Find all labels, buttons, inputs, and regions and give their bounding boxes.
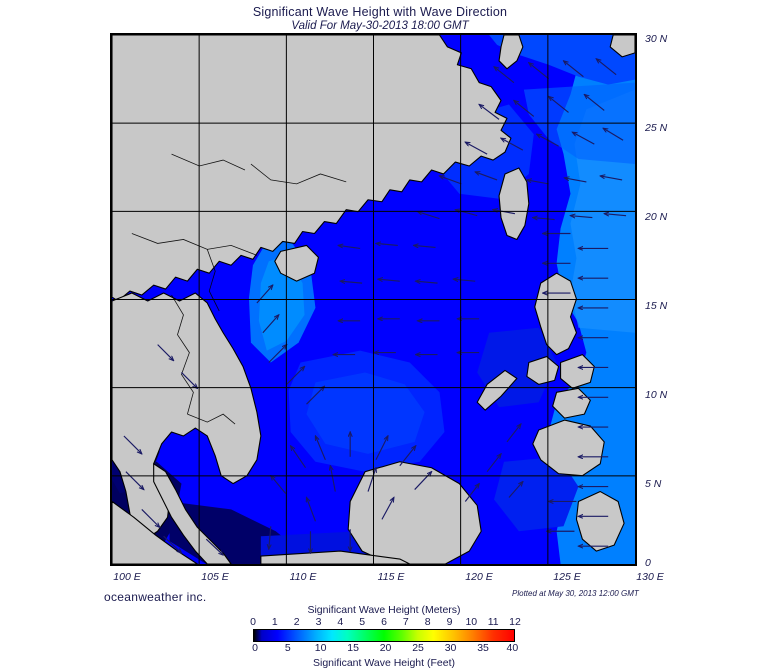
cb-ft-tick-5: 5 xyxy=(284,642,291,654)
hainan-landmass xyxy=(274,244,319,282)
title-block: Significant Wave Height with Wave Direct… xyxy=(0,5,760,33)
x-axis-label-100e: 100 E xyxy=(113,571,141,583)
east-china-sea-region xyxy=(489,35,635,85)
x-axis-label-110e: 110 E xyxy=(289,571,317,583)
borneo-landmass xyxy=(347,461,482,564)
cb-ft-tick-25: 25 xyxy=(412,642,424,654)
scs-core-region xyxy=(306,372,425,454)
wave-direction-arrows xyxy=(123,59,627,555)
grid-lines xyxy=(112,35,635,564)
cb-m-tick-5: 5 xyxy=(359,616,366,628)
cb-m-tick-12: 12 xyxy=(509,616,521,628)
cb-ft-tick-20: 20 xyxy=(379,642,392,654)
x-axis-label-120e: 120 E xyxy=(465,571,493,583)
cb-m-tick-1: 1 xyxy=(271,616,278,628)
x-axis-label-105e: 105 E xyxy=(201,571,229,583)
y-axis-label-25n: 25 N xyxy=(645,122,668,134)
y-axis-label-10n: 10 N xyxy=(645,389,668,401)
cb-ft-tick-40: 40 xyxy=(506,642,519,654)
malay-peninsula-landmass xyxy=(153,463,232,564)
cb-ft-tick-30: 30 xyxy=(444,642,457,654)
cb-m-tick-11: 11 xyxy=(487,616,499,628)
sulawesi-landmass xyxy=(575,491,625,552)
provider-credit: oceanweather inc. xyxy=(104,590,207,604)
cb-ft-tick-15: 15 xyxy=(347,642,359,654)
mindanao-landmass xyxy=(532,419,605,477)
korea-landmass xyxy=(498,35,524,70)
colorbar-ticks-meters: 0 1 2 3 4 5 6 7 8 9 10 11 12 xyxy=(250,616,521,629)
cb-m-tick-10: 10 xyxy=(465,616,478,628)
kyushu-landmass xyxy=(609,35,635,58)
cb-m-tick-7: 7 xyxy=(402,616,409,628)
cb-m-tick-8: 8 xyxy=(424,616,431,628)
cb-m-tick-2: 2 xyxy=(293,616,300,628)
map-plot-area xyxy=(110,33,637,566)
mindoro-landmass xyxy=(526,356,560,385)
cb-m-tick-4: 4 xyxy=(337,616,344,628)
y-axis-label-0: 0 xyxy=(645,557,651,569)
cb-ft-tick-10: 10 xyxy=(314,642,327,654)
cb-m-tick-3: 3 xyxy=(315,616,322,628)
cb-m-tick-0: 0 xyxy=(250,616,256,628)
cb-ft-tick-0: 0 xyxy=(252,642,259,654)
java-landmass xyxy=(260,550,411,564)
y-axis-label-15n: 15 N xyxy=(645,300,668,312)
y-axis-label-5n: 5 N xyxy=(645,478,662,490)
colorbar-title-feet: Significant Wave Height (Feet) xyxy=(312,657,455,669)
x-axis-label-125e: 125 E xyxy=(553,571,581,583)
colorbar-title-meters: Significant Wave Height (Meters) xyxy=(307,604,461,616)
map-svg xyxy=(112,35,635,564)
x-axis-label-130e: 130 E xyxy=(636,571,664,583)
plot-timestamp: Plotted at May 30, 2013 12:00 GMT xyxy=(512,589,639,598)
land-layer xyxy=(112,35,635,564)
palawan-landmass xyxy=(476,369,518,411)
page-title: Significant Wave Height with Wave Direct… xyxy=(252,5,508,19)
colorbar-gradient xyxy=(253,629,515,642)
page-subtitle: Valid For May-30-2013 18:00 GMT xyxy=(291,20,469,32)
country-borders-layer xyxy=(131,153,347,425)
colorbar-block: Significant Wave Height (Meters) 0 1 2 3… xyxy=(250,604,521,669)
visayas-landmass xyxy=(560,354,595,389)
colorbar-ticks-feet: 0 5 10 15 20 25 30 35 40 xyxy=(252,642,518,656)
taiwan-landmass xyxy=(498,167,530,240)
y-axis-label-20n: 20 N xyxy=(645,211,668,223)
mainland-china-landmass xyxy=(112,35,512,302)
cb-m-tick-6: 6 xyxy=(381,616,387,628)
cb-m-tick-9: 9 xyxy=(446,616,453,628)
cb-ft-tick-35: 35 xyxy=(477,642,489,654)
x-axis-label-115e: 115 E xyxy=(377,571,405,583)
y-axis-label-30n: 30 N xyxy=(645,33,668,45)
